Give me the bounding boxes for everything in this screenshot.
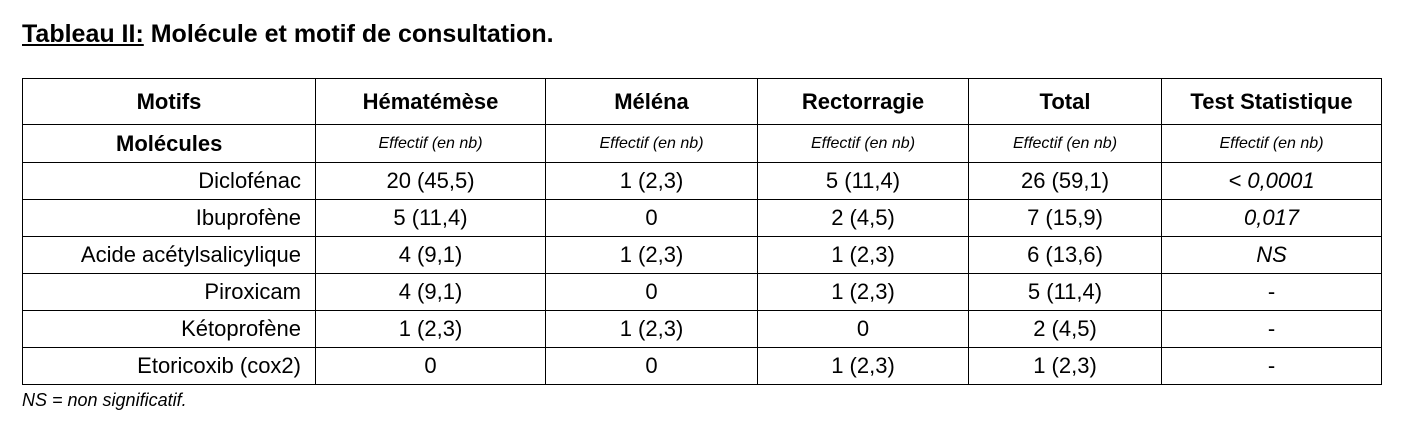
table-cell: 5 (11,4) xyxy=(968,273,1162,311)
test-cell: < 0,0001 xyxy=(1161,162,1382,200)
table-cell: 2 (4,5) xyxy=(968,310,1162,348)
row-label: Etoricoxib (cox2) xyxy=(22,347,316,385)
header-rectorragie: Rectorragie xyxy=(757,78,969,125)
data-table: Motifs Hématémèse Méléna Rectorragie Tot… xyxy=(22,78,1382,385)
table-cell: 0 xyxy=(545,347,758,385)
subheader-cell: Effectif (en nb) xyxy=(757,124,969,163)
table-row: Ibuprofène 5 (11,4) 0 2 (4,5) 7 (15,9) 0… xyxy=(22,199,1382,237)
header-molecules: Molécules xyxy=(22,124,316,163)
table-cell: 20 (45,5) xyxy=(315,162,546,200)
table-cell: 0 xyxy=(757,310,969,348)
test-cell: NS xyxy=(1161,236,1382,274)
table-cell: 1 (2,3) xyxy=(968,347,1162,385)
header-total: Total xyxy=(968,78,1162,125)
table-cell: 1 (2,3) xyxy=(757,347,969,385)
table-caption: Tableau II: Molécule et motif de consult… xyxy=(22,20,554,49)
subheader-cell: Effectif (en nb) xyxy=(1161,124,1382,163)
row-label: Kétoprofène xyxy=(22,310,316,348)
row-label: Ibuprofène xyxy=(22,199,316,237)
table-cell: 1 (2,3) xyxy=(545,310,758,348)
table-cell: 2 (4,5) xyxy=(757,199,969,237)
table-cell: 4 (9,1) xyxy=(315,273,546,311)
test-cell: 0,017 xyxy=(1161,199,1382,237)
table-cell: 5 (11,4) xyxy=(315,199,546,237)
subheader-cell: Effectif (en nb) xyxy=(968,124,1162,163)
subheader-row: Molécules Effectif (en nb) Effectif (en … xyxy=(22,124,1382,163)
table-cell: 1 (2,3) xyxy=(545,236,758,274)
table-cell: 0 xyxy=(545,199,758,237)
table-cell: 4 (9,1) xyxy=(315,236,546,274)
footnote: NS = non significatif. xyxy=(22,390,187,410)
row-label: Acide acétylsalicylique xyxy=(22,236,316,274)
table-cell: 6 (13,6) xyxy=(968,236,1162,274)
table-cell: 1 (2,3) xyxy=(545,162,758,200)
table-cell: 1 (2,3) xyxy=(757,273,969,311)
header-hematemese: Hématémèse xyxy=(315,78,546,125)
header-row: Motifs Hématémèse Méléna Rectorragie Tot… xyxy=(22,78,1382,125)
subheader-cell: Effectif (en nb) xyxy=(545,124,758,163)
table-cell: 5 (11,4) xyxy=(757,162,969,200)
row-label: Diclofénac xyxy=(22,162,316,200)
table-row: Piroxicam 4 (9,1) 0 1 (2,3) 5 (11,4) - xyxy=(22,273,1382,311)
header-test-statistique: Test Statistique xyxy=(1161,78,1382,125)
table-cell: 1 (2,3) xyxy=(315,310,546,348)
table-row: Acide acétylsalicylique 4 (9,1) 1 (2,3) … xyxy=(22,236,1382,274)
table-cell: 26 (59,1) xyxy=(968,162,1162,200)
test-cell: - xyxy=(1161,347,1382,385)
table-row: Diclofénac 20 (45,5) 1 (2,3) 5 (11,4) 26… xyxy=(22,162,1382,200)
subheader-cell: Effectif (en nb) xyxy=(315,124,546,163)
table-cell: 7 (15,9) xyxy=(968,199,1162,237)
test-cell: - xyxy=(1161,273,1382,311)
header-motifs: Motifs xyxy=(22,78,316,125)
table-row: Etoricoxib (cox2) 0 0 1 (2,3) 1 (2,3) - xyxy=(22,347,1382,385)
table-cell: 0 xyxy=(545,273,758,311)
caption-lead: Tableau II: xyxy=(22,20,144,48)
table-cell: 1 (2,3) xyxy=(757,236,969,274)
test-cell: - xyxy=(1161,310,1382,348)
row-label: Piroxicam xyxy=(22,273,316,311)
header-melena: Méléna xyxy=(545,78,758,125)
table-cell: 0 xyxy=(315,347,546,385)
table-row: Kétoprofène 1 (2,3) 1 (2,3) 0 2 (4,5) - xyxy=(22,310,1382,348)
caption-title: Molécule et motif de consultation. xyxy=(150,20,554,48)
